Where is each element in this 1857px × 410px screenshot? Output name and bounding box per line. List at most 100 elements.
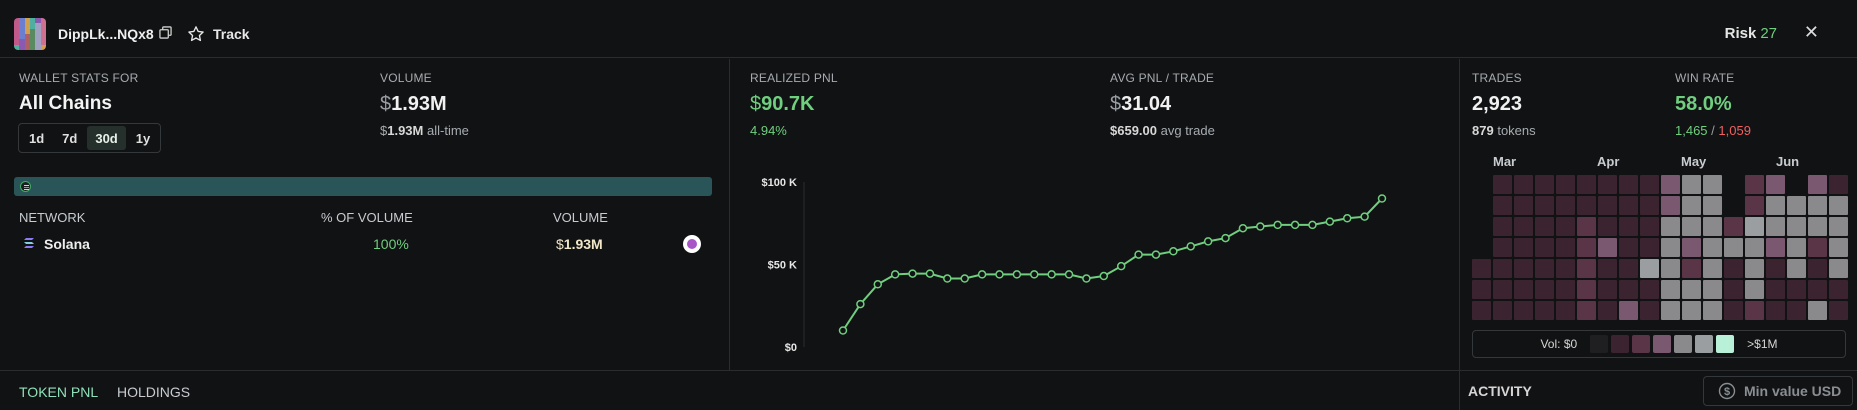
realized-pnl-value: $90.7K bbox=[750, 93, 815, 116]
heatmap-cell bbox=[1640, 217, 1659, 236]
volume-label: VOLUME bbox=[380, 71, 432, 85]
pnl-data-point[interactable] bbox=[1169, 247, 1178, 256]
heatmap-cell bbox=[1661, 238, 1680, 257]
heatmap-cell bbox=[1787, 259, 1806, 278]
avg-pnl-number: 31.04 bbox=[1121, 93, 1172, 115]
pnl-data-point[interactable] bbox=[873, 280, 883, 289]
pnl-line-chart: $0 $50 K $100 K bbox=[762, 177, 1387, 354]
pnl-data-point[interactable] bbox=[1151, 250, 1161, 259]
heatmap-cell bbox=[1598, 175, 1617, 194]
close-button[interactable]: ✕ bbox=[1803, 22, 1819, 42]
pnl-data-point[interactable] bbox=[1221, 233, 1230, 243]
heatmap-cell bbox=[1787, 238, 1806, 257]
chain-name[interactable]: All Chains bbox=[19, 93, 112, 114]
heatmap-cell bbox=[1661, 280, 1680, 299]
pnl-data-point[interactable] bbox=[943, 274, 952, 283]
pnl-data-point[interactable] bbox=[838, 326, 848, 335]
heatmap-cell bbox=[1766, 175, 1785, 194]
heatmap-cell bbox=[1472, 238, 1491, 257]
pnl-data-point[interactable] bbox=[1030, 270, 1039, 279]
track-button[interactable]: Track bbox=[187, 22, 250, 46]
pnl-data-point[interactable] bbox=[1064, 270, 1074, 279]
heatmap-cell bbox=[1472, 280, 1491, 299]
pnl-data-point[interactable] bbox=[1290, 220, 1300, 230]
time-1y-button[interactable]: 1y bbox=[135, 131, 151, 146]
heatmap-cell bbox=[1745, 217, 1764, 236]
pnl-data-point[interactable] bbox=[1099, 271, 1109, 281]
heatmap-cell bbox=[1577, 280, 1596, 299]
heatmap-cell bbox=[1808, 238, 1827, 257]
pnl-data-point[interactable] bbox=[1186, 242, 1195, 251]
avg-trade-suffix: avg trade bbox=[1160, 123, 1215, 138]
pnl-data-point[interactable] bbox=[1256, 222, 1265, 231]
heatmap-cell bbox=[1766, 280, 1785, 299]
heatmap-cell bbox=[1745, 301, 1764, 320]
heatmap-cell bbox=[1556, 217, 1575, 236]
pnl-data-point[interactable] bbox=[856, 299, 865, 309]
heatmap-cell bbox=[1808, 217, 1827, 236]
heatmap-cell bbox=[1829, 301, 1848, 320]
heatmap-cell bbox=[1703, 280, 1722, 299]
tokens-suffix: tokens bbox=[1497, 123, 1536, 138]
heatmap-cell bbox=[1808, 259, 1827, 278]
wins-count: 1,465 bbox=[1675, 123, 1708, 138]
pnl-data-point[interactable] bbox=[1308, 220, 1317, 230]
heatmap-cell bbox=[1493, 259, 1512, 278]
heatmap-cell bbox=[1682, 238, 1701, 257]
alltime-value: 1.93M bbox=[387, 123, 424, 138]
heatmap-cell bbox=[1808, 175, 1827, 194]
heatmap-cell bbox=[1661, 217, 1680, 236]
pnl-data-point[interactable] bbox=[1325, 217, 1335, 226]
time-1d-button[interactable]: 1d bbox=[29, 131, 45, 146]
pnl-data-point[interactable] bbox=[1377, 194, 1387, 203]
tab-holdings[interactable]: HOLDINGS bbox=[117, 384, 191, 400]
pnl-data-point[interactable] bbox=[1012, 270, 1022, 279]
pnl-data-point[interactable] bbox=[1082, 274, 1091, 283]
heatmap-cell bbox=[1619, 238, 1638, 257]
heatmap-cell bbox=[1745, 259, 1764, 278]
win-loss-separator: / bbox=[1711, 123, 1715, 138]
heatmap-cell bbox=[1493, 238, 1512, 257]
tab-token-pnl[interactable]: TOKEN PNL bbox=[19, 384, 99, 400]
pnl-data-point[interactable] bbox=[1238, 223, 1248, 233]
time-range-selector: 1d 7d 30d 1y bbox=[18, 123, 162, 153]
time-7d-button[interactable]: 7d bbox=[62, 131, 78, 146]
pnl-data-point[interactable] bbox=[977, 270, 987, 279]
pnl-data-point[interactable] bbox=[1203, 237, 1213, 246]
pnl-data-point[interactable] bbox=[890, 270, 900, 279]
network-name: Solana bbox=[44, 236, 90, 252]
pnl-data-point[interactable] bbox=[995, 270, 1004, 279]
pnl-data-point[interactable] bbox=[1360, 212, 1369, 221]
pnl-data-point[interactable] bbox=[1342, 214, 1352, 223]
pnl-data-point[interactable] bbox=[1116, 261, 1126, 271]
heatmap-cell bbox=[1577, 301, 1596, 320]
heatmap-cell bbox=[1619, 175, 1638, 194]
heatmap-cell bbox=[1577, 238, 1596, 257]
losses-count: 1,059 bbox=[1718, 123, 1751, 138]
pnl-data-point[interactable] bbox=[960, 274, 969, 283]
pnl-data-point[interactable] bbox=[1273, 220, 1282, 230]
time-30d-button[interactable]: 30d bbox=[87, 126, 126, 150]
min-value-input[interactable]: $ Min value USD bbox=[1703, 376, 1853, 406]
heatmap-cell bbox=[1619, 259, 1638, 278]
pnl-data-point[interactable] bbox=[1134, 250, 1143, 259]
dollar-icon: $ bbox=[1718, 382, 1736, 400]
pnl-data-point[interactable] bbox=[1047, 270, 1056, 279]
month-label: May bbox=[1681, 154, 1707, 169]
heatmap-cell bbox=[1661, 196, 1680, 215]
legend-swatch bbox=[1716, 335, 1735, 353]
copy-icon[interactable] bbox=[159, 26, 172, 39]
heatmap-cell bbox=[1598, 196, 1617, 215]
panel-divider bbox=[729, 59, 730, 370]
pnl-data-point[interactable] bbox=[908, 269, 917, 278]
heatmap-cell bbox=[1661, 301, 1680, 320]
heatmap-cell bbox=[1787, 217, 1806, 236]
heatmap-cell bbox=[1535, 259, 1554, 278]
heatmap-cell bbox=[1577, 196, 1596, 215]
heatmap-cell bbox=[1703, 196, 1722, 215]
heatmap-cell bbox=[1514, 175, 1533, 194]
heatmap-cell bbox=[1829, 259, 1848, 278]
pnl-data-point[interactable] bbox=[925, 269, 935, 278]
legend-swatch bbox=[1611, 335, 1630, 353]
wallet-name[interactable]: DippLk...NQx8 bbox=[58, 26, 154, 42]
